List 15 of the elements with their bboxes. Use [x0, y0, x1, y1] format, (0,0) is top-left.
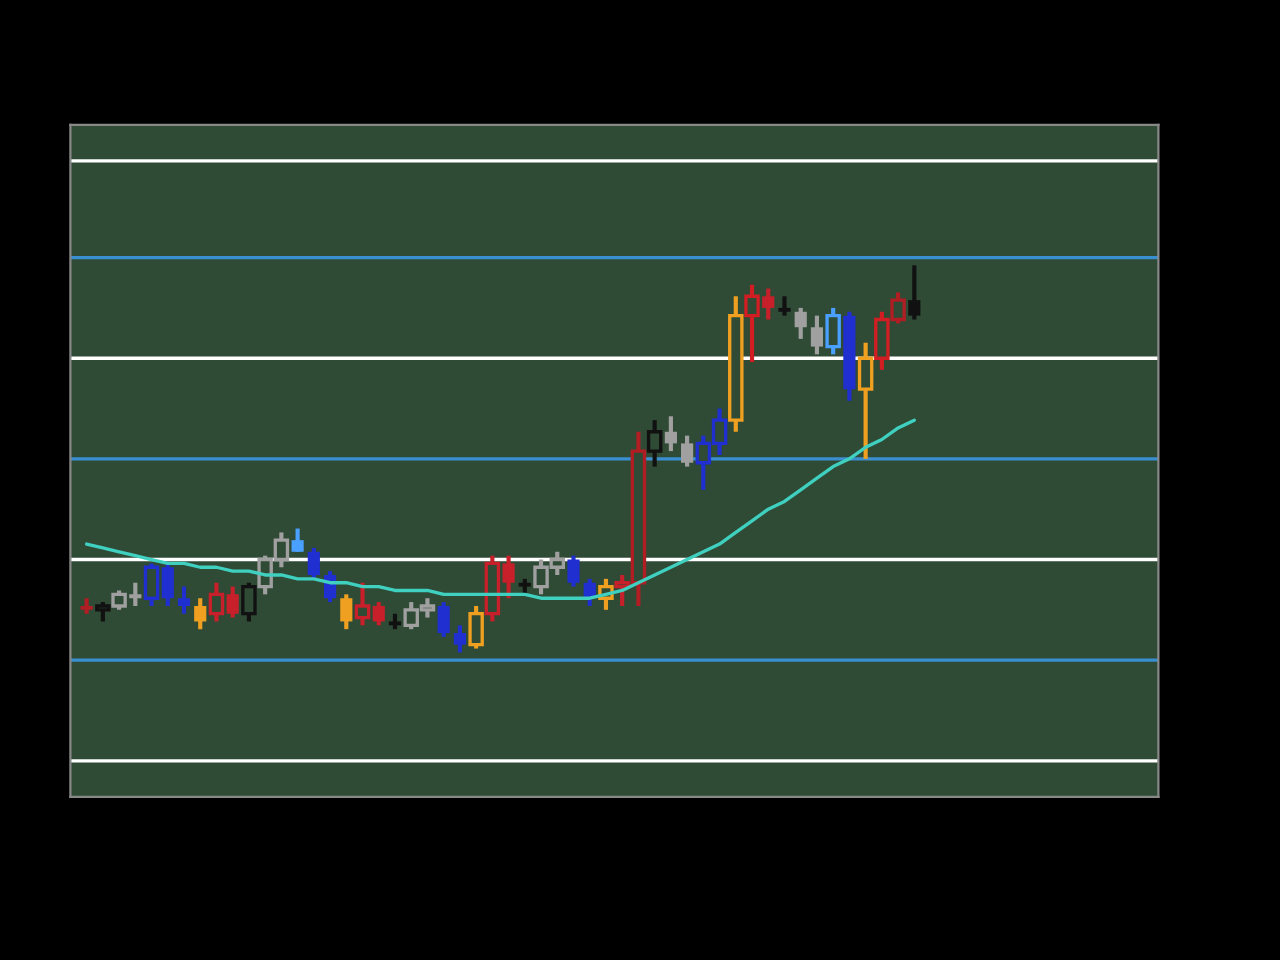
candlestick [810, 313, 824, 357]
candlestick [664, 414, 677, 454]
candlestick [291, 526, 304, 554]
candlestick [453, 623, 466, 655]
candlestick [194, 596, 207, 632]
candlestick [825, 305, 841, 357]
candlestick [794, 305, 807, 341]
candlestick [177, 584, 191, 616]
candlestick [778, 294, 791, 318]
candlestick [681, 433, 694, 469]
candlestick [908, 263, 921, 322]
candlestick [437, 600, 450, 640]
candlestick [307, 545, 320, 581]
candlestick [567, 553, 580, 589]
candlestick [340, 592, 353, 632]
